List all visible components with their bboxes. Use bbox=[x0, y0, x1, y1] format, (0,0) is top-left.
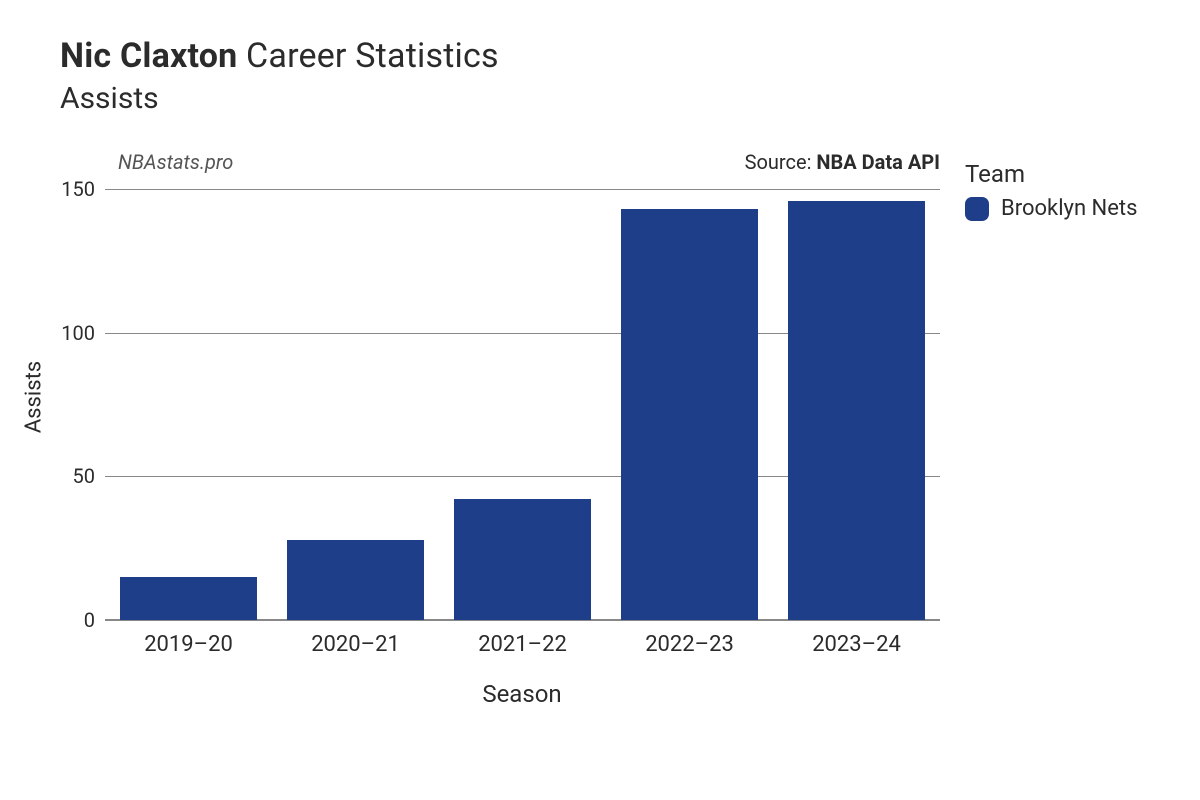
plot-area: 0501001502019–202020–212021–222022–23202… bbox=[105, 175, 940, 620]
y-tick-label: 150 bbox=[61, 177, 105, 201]
source-label: Source: NBA Data API bbox=[745, 150, 940, 174]
y-axis-title: Assists bbox=[22, 361, 47, 433]
bar bbox=[120, 577, 257, 620]
chart-root: Nic Claxton Career Statistics Assists NB… bbox=[0, 0, 1200, 800]
chart-title: Nic Claxton Career Statistics bbox=[60, 38, 499, 75]
gridline bbox=[105, 189, 940, 190]
legend-item: Brooklyn Nets bbox=[965, 196, 1137, 221]
bar bbox=[287, 540, 424, 620]
bar bbox=[621, 209, 758, 620]
x-tick-label: 2020–21 bbox=[311, 620, 400, 657]
x-tick-label: 2019–20 bbox=[144, 620, 233, 657]
source-name: NBA Data API bbox=[816, 150, 940, 174]
y-tick-label: 50 bbox=[73, 464, 105, 488]
y-tick-label: 100 bbox=[61, 321, 105, 345]
legend-item-label: Brooklyn Nets bbox=[1001, 196, 1137, 221]
bar bbox=[454, 499, 591, 620]
chart-subtitle: Assists bbox=[60, 81, 499, 116]
x-axis-title: Season bbox=[482, 680, 561, 708]
legend-swatch bbox=[965, 197, 989, 221]
title-player: Nic Claxton bbox=[60, 36, 237, 76]
source-prefix: Source: bbox=[745, 150, 817, 174]
y-tick-label: 0 bbox=[84, 608, 105, 632]
chart-title-block: Nic Claxton Career Statistics Assists bbox=[60, 38, 499, 116]
legend-title: Team bbox=[965, 160, 1137, 188]
x-tick-label: 2023–24 bbox=[812, 620, 901, 657]
title-suffix: Career Statistics bbox=[246, 36, 499, 76]
bar bbox=[788, 201, 925, 620]
watermark-text: NBAstats.pro bbox=[118, 150, 233, 174]
x-tick-label: 2022–23 bbox=[645, 620, 734, 657]
x-tick-label: 2021–22 bbox=[478, 620, 567, 657]
legend: Team Brooklyn Nets bbox=[965, 160, 1137, 221]
